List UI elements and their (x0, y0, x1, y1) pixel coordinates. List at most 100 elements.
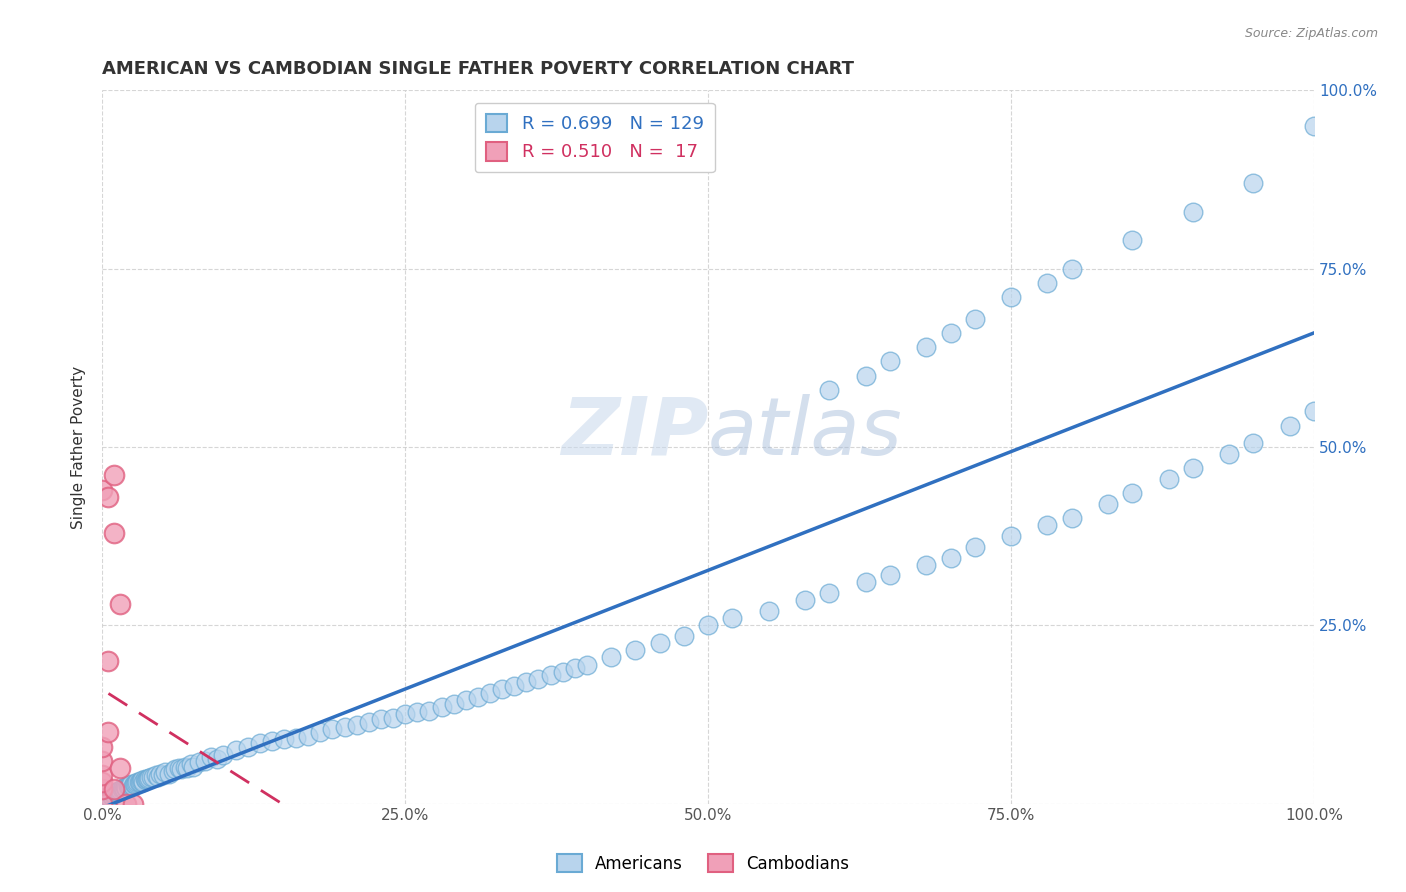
Point (406, 706, 429, 720)
Point (125, 776, 148, 790)
Point (794, 593, 817, 607)
Text: ZIP: ZIP (561, 393, 709, 472)
Point (127, 775, 149, 789)
Point (1121, 233, 1143, 247)
Point (721, 611, 744, 625)
Point (100, 788, 122, 802)
Point (540, 668, 562, 682)
Point (120, 777, 142, 791)
Point (1218, 447, 1240, 461)
Point (249, 736, 271, 750)
Point (1060, 511, 1083, 525)
Point (515, 675, 537, 690)
Point (134, 772, 156, 787)
Point (139, 770, 162, 784)
Point (110, 597, 132, 611)
Point (98, 790, 121, 805)
Point (93, 794, 115, 808)
Point (117, 780, 139, 794)
Point (564, 661, 586, 675)
Point (1036, 276, 1059, 290)
Point (132, 775, 155, 789)
Point (91, 739, 114, 754)
Point (97, 654, 120, 668)
Point (135, 773, 157, 788)
Point (394, 707, 416, 722)
Point (418, 704, 440, 718)
Point (121, 797, 143, 811)
Point (551, 665, 574, 679)
Point (273, 732, 295, 747)
Point (672, 629, 695, 643)
Point (111, 780, 134, 795)
Point (145, 768, 167, 782)
Point (212, 748, 235, 763)
Point (124, 777, 146, 791)
Point (91, 754, 114, 768)
Point (157, 766, 180, 780)
Point (963, 311, 986, 326)
Point (194, 754, 217, 768)
Point (97, 490, 120, 504)
Point (1121, 486, 1143, 500)
Point (136, 772, 159, 787)
Point (1303, 404, 1326, 418)
Point (260, 734, 283, 748)
Point (120, 778, 142, 792)
Legend: Americans, Cambodians: Americans, Cambodians (550, 847, 856, 880)
Point (697, 618, 720, 632)
Point (128, 775, 150, 789)
Point (103, 788, 125, 802)
Point (115, 780, 138, 795)
Point (162, 764, 184, 778)
Point (370, 713, 392, 727)
Point (915, 558, 938, 572)
Point (818, 586, 841, 600)
Point (181, 759, 204, 773)
Point (103, 468, 125, 483)
Point (1181, 204, 1204, 219)
Point (855, 368, 877, 383)
Point (855, 575, 877, 590)
Point (176, 761, 198, 775)
Point (309, 725, 332, 739)
Point (146, 770, 169, 784)
Point (149, 766, 172, 780)
Point (225, 743, 247, 757)
Point (170, 763, 193, 777)
Point (939, 550, 962, 565)
Point (91, 782, 114, 797)
Point (357, 714, 380, 729)
Point (321, 722, 343, 736)
Point (121, 779, 143, 793)
Point (879, 568, 901, 582)
Point (131, 773, 153, 788)
Point (167, 761, 190, 775)
Point (963, 540, 986, 554)
Point (101, 789, 124, 803)
Point (1060, 261, 1083, 276)
Point (207, 752, 229, 766)
Point (527, 672, 550, 686)
Point (430, 700, 453, 714)
Point (122, 777, 145, 791)
Point (1181, 461, 1204, 475)
Text: atlas: atlas (709, 393, 903, 472)
Point (163, 763, 186, 777)
Point (200, 750, 222, 764)
Point (382, 711, 405, 725)
Point (939, 326, 962, 340)
Text: Source: ZipAtlas.com: Source: ZipAtlas.com (1244, 27, 1378, 40)
Point (503, 679, 526, 693)
Point (467, 690, 489, 704)
Point (1000, 290, 1022, 304)
Point (443, 697, 465, 711)
Point (1036, 518, 1059, 533)
Point (173, 759, 195, 773)
Point (236, 739, 259, 754)
Point (136, 772, 159, 786)
Point (333, 720, 356, 734)
Point (97, 725, 120, 739)
Point (110, 783, 132, 797)
Point (108, 784, 131, 798)
